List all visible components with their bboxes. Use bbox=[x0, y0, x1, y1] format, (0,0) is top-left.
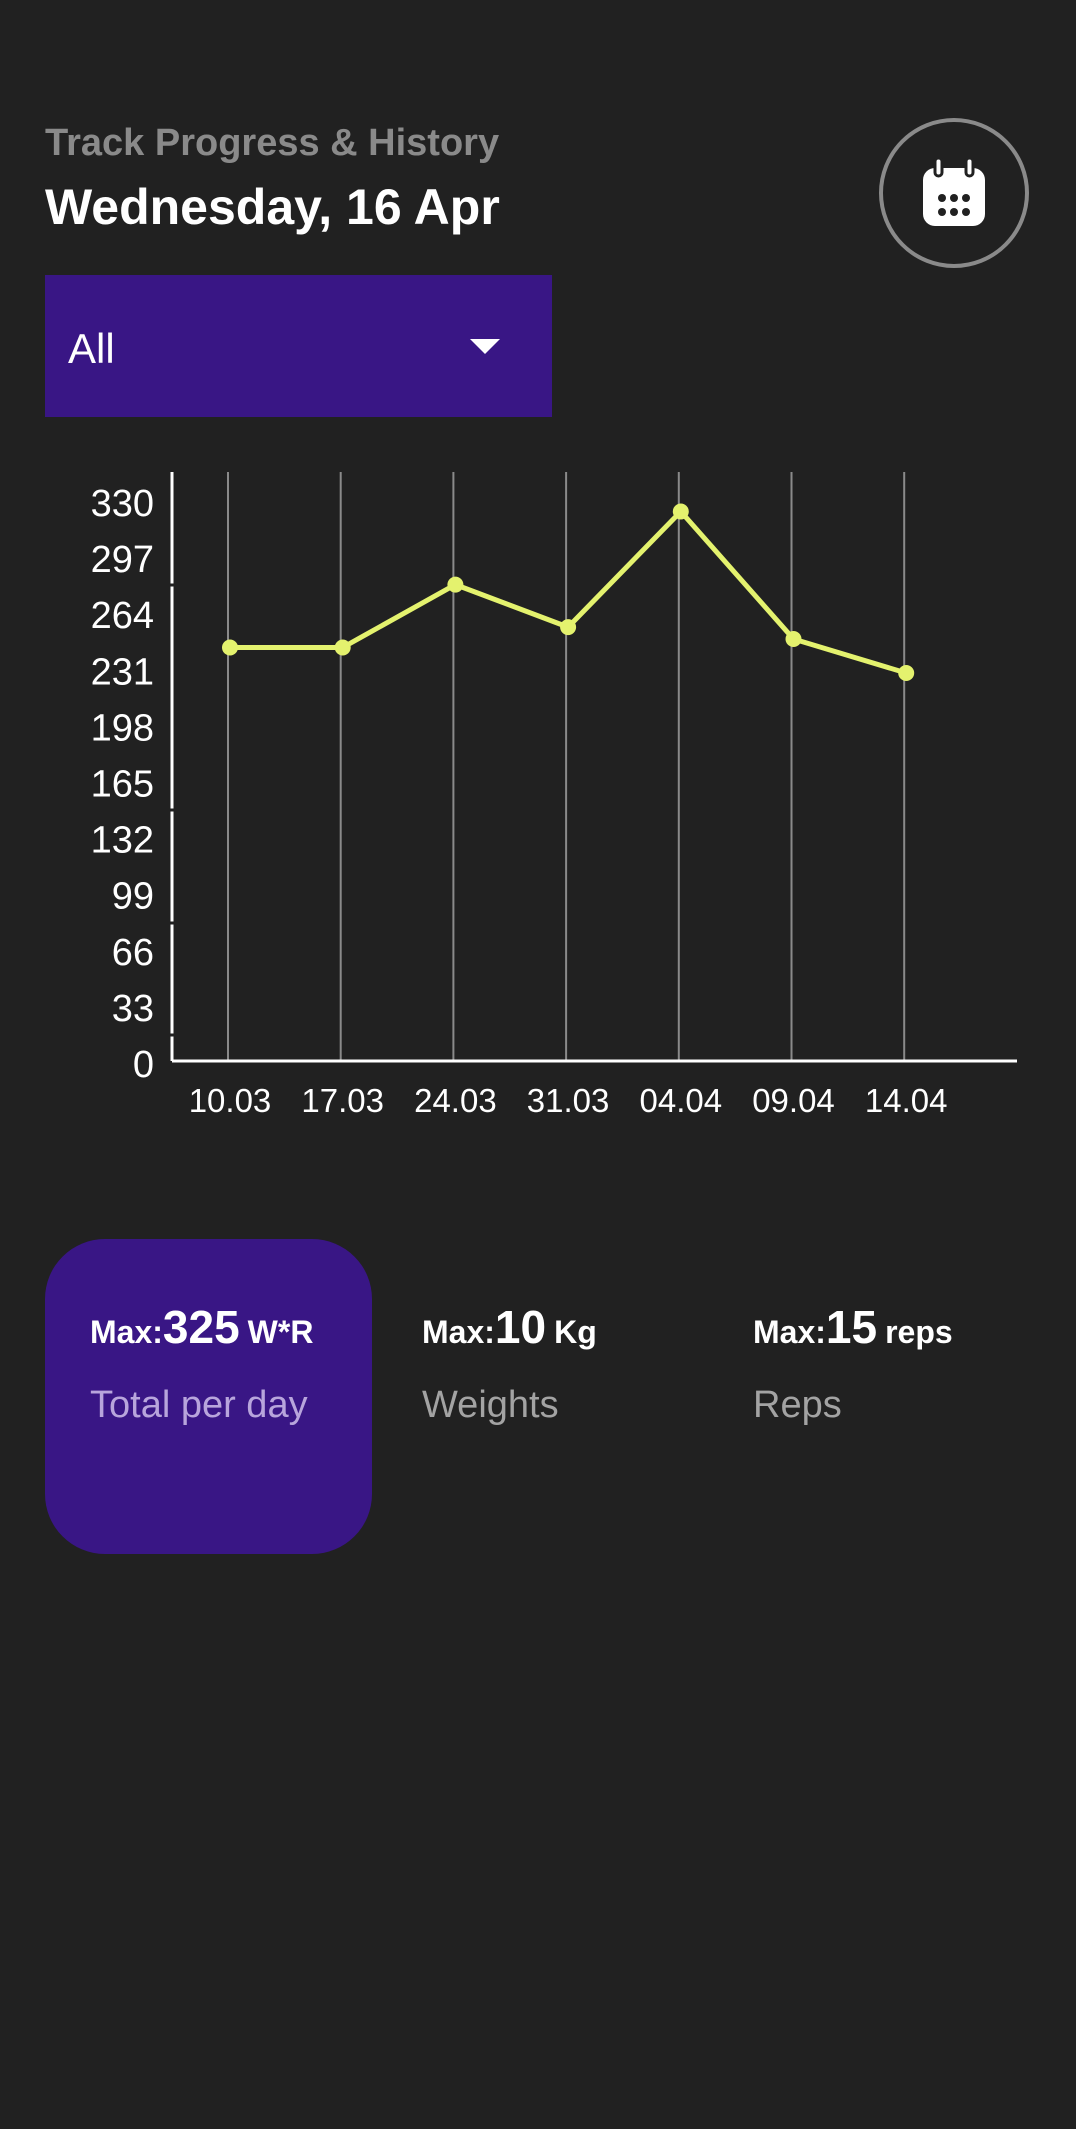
y-tick-label: 33 bbox=[112, 988, 154, 1030]
weights-label: Weights bbox=[422, 1384, 559, 1426]
x-tick-label: 17.03 bbox=[301, 1082, 384, 1119]
reps-label: Reps bbox=[753, 1384, 842, 1426]
y-tick-label: 330 bbox=[91, 483, 154, 525]
calendar-icon bbox=[923, 158, 985, 226]
x-tick-label: 14.04 bbox=[865, 1082, 948, 1119]
data-point bbox=[560, 619, 577, 636]
reps-max-prefix: Max: bbox=[753, 1314, 826, 1350]
total-max-unit: W*R bbox=[247, 1314, 314, 1350]
chart-grid bbox=[227, 472, 906, 1061]
total-stat-card[interactable] bbox=[45, 1239, 372, 1554]
page-title: Wednesday, 16 Apr bbox=[45, 179, 500, 235]
weights-max-prefix: Max: bbox=[422, 1314, 495, 1350]
data-point bbox=[672, 503, 689, 520]
reps-stat[interactable]: Max:15 reps Reps bbox=[753, 1300, 953, 1427]
x-tick-label: 31.03 bbox=[527, 1082, 610, 1119]
x-tick-label: 09.04 bbox=[752, 1082, 835, 1119]
weights-stat[interactable]: Max:10 Kg Weights bbox=[422, 1300, 597, 1427]
y-tick-label: 264 bbox=[91, 595, 154, 637]
page-subtitle: Track Progress & History bbox=[45, 122, 500, 164]
y-tick-label: 132 bbox=[91, 820, 154, 862]
data-point bbox=[785, 631, 802, 647]
data-point bbox=[222, 639, 238, 656]
y-tick-label: 99 bbox=[112, 876, 154, 918]
filter-dropdown[interactable]: All bbox=[45, 275, 552, 417]
y-tick-label: 297 bbox=[91, 539, 154, 581]
total-per-day-label: Total per day bbox=[90, 1384, 308, 1426]
y-tick-label: 0 bbox=[133, 1044, 154, 1086]
y-tick-label: 66 bbox=[112, 932, 154, 974]
y-tick-label: 165 bbox=[91, 764, 154, 806]
caret-down-icon bbox=[470, 339, 500, 354]
x-tick-label: 24.03 bbox=[414, 1082, 497, 1119]
total-per-day-stat: Max:325 W*R Total per day bbox=[90, 1300, 313, 1427]
weights-max-unit: Kg bbox=[554, 1314, 597, 1350]
y-tick-label: 198 bbox=[91, 707, 154, 749]
weights-max-value: 10 bbox=[494, 1301, 547, 1353]
x-axis-ticks: 10.03 17.03 24.03 31.03 04.04 09.04 14.04 bbox=[189, 1082, 948, 1119]
total-max-value: 325 bbox=[162, 1301, 240, 1353]
x-tick-label: 04.04 bbox=[640, 1082, 723, 1119]
data-point bbox=[898, 665, 915, 681]
data-point bbox=[447, 576, 464, 593]
x-tick-label: 10.03 bbox=[189, 1082, 272, 1119]
y-axis-ticks: 0 33 66 99 132 165 198 231 264 297 330 bbox=[91, 483, 154, 1086]
reps-max-value: 15 bbox=[825, 1301, 878, 1353]
series-line bbox=[230, 509, 907, 676]
reps-max-unit: reps bbox=[885, 1314, 953, 1350]
filter-selected-value: All bbox=[68, 325, 115, 372]
chart-series bbox=[222, 503, 915, 681]
data-point bbox=[334, 639, 351, 656]
total-max-prefix: Max: bbox=[90, 1314, 163, 1350]
chart-axes bbox=[170, 472, 1017, 1063]
calendar-button[interactable] bbox=[879, 118, 1029, 268]
y-tick-label: 231 bbox=[91, 651, 154, 693]
progress-line-chart: 0 33 66 99 132 165 198 231 264 297 330 10.03 17.03 2… bbox=[91, 472, 1017, 1119]
